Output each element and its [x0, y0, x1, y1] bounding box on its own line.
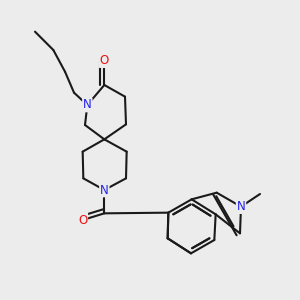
Text: O: O	[100, 54, 109, 67]
Text: N: N	[100, 184, 109, 196]
Text: N: N	[237, 200, 245, 213]
Text: O: O	[78, 214, 87, 226]
Text: N: N	[83, 98, 92, 112]
